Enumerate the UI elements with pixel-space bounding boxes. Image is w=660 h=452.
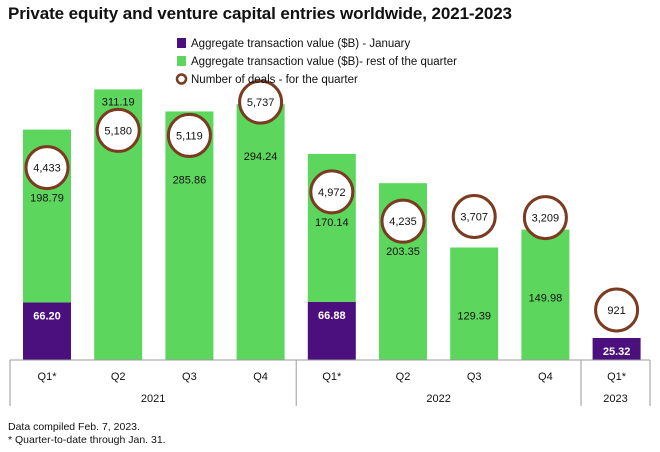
- deals-circle: [380, 198, 426, 244]
- deals-circle: [594, 287, 640, 333]
- category-tick-label: Q3: [182, 371, 197, 383]
- legend-swatch-circle: [175, 73, 188, 85]
- year-group-label: 2023: [603, 393, 627, 405]
- bar-label-rest: 311.19: [102, 96, 135, 108]
- deals-label: 4,235: [389, 216, 417, 228]
- deals-circle: [24, 145, 70, 191]
- stacked-bar-chart: 66.20 198.79 311.19 285.86 294.24 66.88 170.14…: [9, 38, 651, 406]
- bar-value-labels: 66.20 198.79 311.19 285.86 294.24 66.88 170.14…: [30, 96, 630, 358]
- bar-label-rest: 149.98: [529, 293, 563, 305]
- bar-label-january: 66.88: [318, 310, 346, 322]
- source-note: Data compiled Feb. 7, 2023.: [8, 421, 140, 433]
- category-tick-label: Q1*: [38, 371, 58, 383]
- category-tick-label: Q3: [467, 371, 482, 383]
- category-tick-label: Q2: [111, 371, 126, 383]
- category-tick-label: Q2: [396, 371, 411, 383]
- deal-count-circles: 4,433 5,180 5,119 5,737 4,972 4,235 3,707 3,209…: [24, 79, 640, 333]
- deals-circle: [522, 195, 568, 241]
- deals-label: 921: [607, 305, 625, 317]
- deals-label: 3,707: [460, 211, 488, 223]
- category-tick-label: Q1*: [607, 371, 627, 383]
- legend-label: Number of deals - for the quarter: [191, 74, 358, 86]
- bar-rest-of-quarter: [521, 229, 570, 360]
- legend-label: Aggregate transaction value ($B)- rest o…: [191, 56, 457, 68]
- deals-label: 5,180: [104, 125, 132, 137]
- bar-january: [307, 301, 356, 360]
- deals-circle: [238, 79, 284, 125]
- deals-label: 5,119: [176, 130, 203, 142]
- chart-title: Private equity and venture capital entri…: [8, 4, 512, 23]
- bar-january: [592, 337, 641, 360]
- legend-label: Aggregate transaction value ($B) - Janua…: [191, 38, 411, 50]
- year-group-label: 2021: [141, 393, 165, 405]
- bar-label-rest: 294.24: [244, 151, 278, 163]
- deals-label: 5,737: [247, 97, 275, 109]
- deals-circle: [95, 107, 141, 153]
- legend-swatch: [177, 38, 186, 48]
- deals-label: 4,972: [318, 187, 346, 199]
- deals-circle: [309, 169, 355, 215]
- deals-circle: [166, 112, 212, 158]
- deals-circle: [451, 193, 497, 239]
- deals-label: 4,433: [33, 163, 61, 175]
- asterisk-note: * Quarter-to-date through Jan. 31.: [8, 434, 166, 446]
- legend-swatch: [177, 56, 186, 66]
- bar-label-january: 66.20: [33, 310, 61, 322]
- bar-label-rest: 203.35: [386, 246, 420, 258]
- deals-label: 3,209: [532, 213, 560, 225]
- legend: Aggregate transaction value ($B) - Janua…: [175, 38, 457, 86]
- bar-label-rest: 170.14: [315, 217, 349, 229]
- x-axis: Q1* Q2 Q3 Q4 Q1* Q2 Q3 Q4 Q1* 2021 2022 2023: [9, 359, 651, 406]
- category-tick-label: Q4: [538, 371, 553, 383]
- bar-rest-of-quarter: [450, 247, 499, 360]
- bar-label-rest: 129.39: [457, 310, 491, 322]
- category-tick-label: Q1*: [322, 371, 342, 383]
- year-group-label: 2022: [426, 393, 450, 405]
- category-tick-label: Q4: [253, 371, 268, 383]
- bar-label-january: 25.32: [603, 346, 631, 358]
- bar-label-rest: 198.79: [30, 193, 64, 205]
- footnotes: Data compiled Feb. 7, 2023. * Quarter-to…: [8, 421, 166, 447]
- bar-january: [23, 302, 71, 360]
- bar-rest-of-quarter: [236, 104, 285, 360]
- bar-label-rest: 285.86: [173, 174, 207, 186]
